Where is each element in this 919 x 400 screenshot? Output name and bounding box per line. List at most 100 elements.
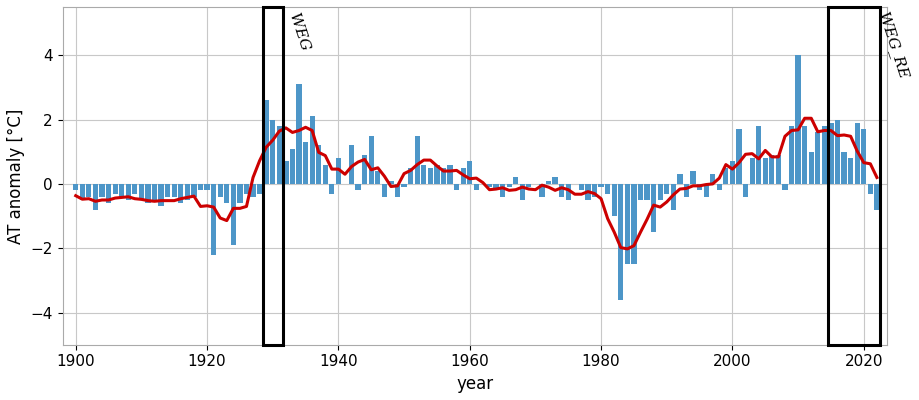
Bar [658, 184, 663, 200]
Bar [612, 184, 617, 216]
Bar [723, 168, 729, 184]
Bar [559, 184, 564, 197]
Bar [414, 136, 420, 184]
Y-axis label: AT anomaly [°C]: AT anomaly [°C] [7, 108, 25, 244]
Bar [789, 126, 794, 184]
Bar [349, 145, 354, 184]
Bar [369, 136, 374, 184]
Bar [264, 100, 268, 184]
Bar [690, 171, 696, 184]
Bar [868, 184, 873, 194]
Bar [527, 184, 531, 187]
Bar [585, 184, 591, 200]
Bar [250, 184, 255, 197]
Bar [329, 184, 335, 194]
Bar [454, 184, 460, 190]
Bar [677, 174, 683, 184]
Bar [631, 184, 637, 264]
Bar [822, 126, 827, 184]
Bar [381, 184, 387, 197]
Bar [598, 184, 604, 187]
Bar [395, 184, 400, 197]
Bar [204, 184, 210, 190]
Bar [500, 184, 505, 197]
Bar [389, 181, 393, 184]
Bar [263, 7, 283, 345]
Bar [335, 158, 341, 184]
Bar [855, 123, 860, 184]
Text: WEG_RE: WEG_RE [875, 10, 911, 80]
Bar [270, 120, 276, 184]
Bar [782, 184, 788, 190]
Bar [257, 184, 262, 194]
Bar [664, 184, 669, 194]
Bar [756, 126, 761, 184]
Bar [244, 184, 249, 194]
Bar [316, 145, 322, 184]
Bar [93, 184, 98, 210]
Bar [152, 184, 157, 200]
Bar [730, 161, 735, 184]
Bar [283, 161, 289, 184]
Bar [473, 184, 479, 190]
Bar [460, 168, 466, 184]
Bar [743, 184, 748, 197]
Bar [74, 184, 78, 190]
Bar [651, 184, 656, 232]
Bar [356, 184, 361, 190]
Bar [638, 184, 643, 200]
Bar [145, 184, 151, 203]
Bar [763, 158, 768, 184]
Bar [237, 184, 243, 203]
Bar [552, 178, 558, 184]
Bar [736, 129, 742, 184]
Bar [297, 84, 301, 184]
Bar [139, 184, 144, 200]
Bar [106, 184, 111, 203]
Bar [310, 116, 315, 184]
Bar [565, 184, 571, 200]
Bar [198, 184, 203, 190]
Bar [126, 184, 130, 200]
Bar [546, 181, 551, 184]
Bar [750, 158, 754, 184]
Bar [697, 184, 702, 190]
Bar [828, 7, 880, 345]
Bar [519, 184, 525, 200]
Text: WEG: WEG [286, 12, 312, 53]
Bar [539, 184, 545, 197]
X-axis label: year: year [456, 375, 494, 393]
Bar [506, 184, 512, 187]
Bar [874, 184, 879, 210]
Bar [99, 184, 105, 197]
Bar [323, 165, 328, 184]
Bar [132, 184, 138, 194]
Bar [119, 184, 124, 197]
Bar [218, 184, 222, 197]
Bar [815, 132, 821, 184]
Bar [178, 184, 184, 203]
Bar [231, 184, 236, 245]
Bar [802, 126, 807, 184]
Bar [211, 184, 216, 255]
Bar [448, 165, 453, 184]
Bar [704, 184, 709, 197]
Bar [362, 155, 368, 184]
Bar [289, 148, 295, 184]
Bar [513, 178, 518, 184]
Bar [710, 174, 715, 184]
Bar [717, 184, 722, 190]
Bar [158, 184, 164, 206]
Bar [421, 165, 426, 184]
Bar [834, 120, 840, 184]
Bar [671, 184, 676, 210]
Bar [809, 152, 814, 184]
Bar [375, 171, 380, 184]
Bar [618, 184, 623, 300]
Bar [605, 184, 610, 194]
Bar [579, 184, 584, 190]
Bar [592, 184, 597, 197]
Bar [172, 184, 176, 197]
Bar [303, 142, 308, 184]
Bar [796, 55, 800, 184]
